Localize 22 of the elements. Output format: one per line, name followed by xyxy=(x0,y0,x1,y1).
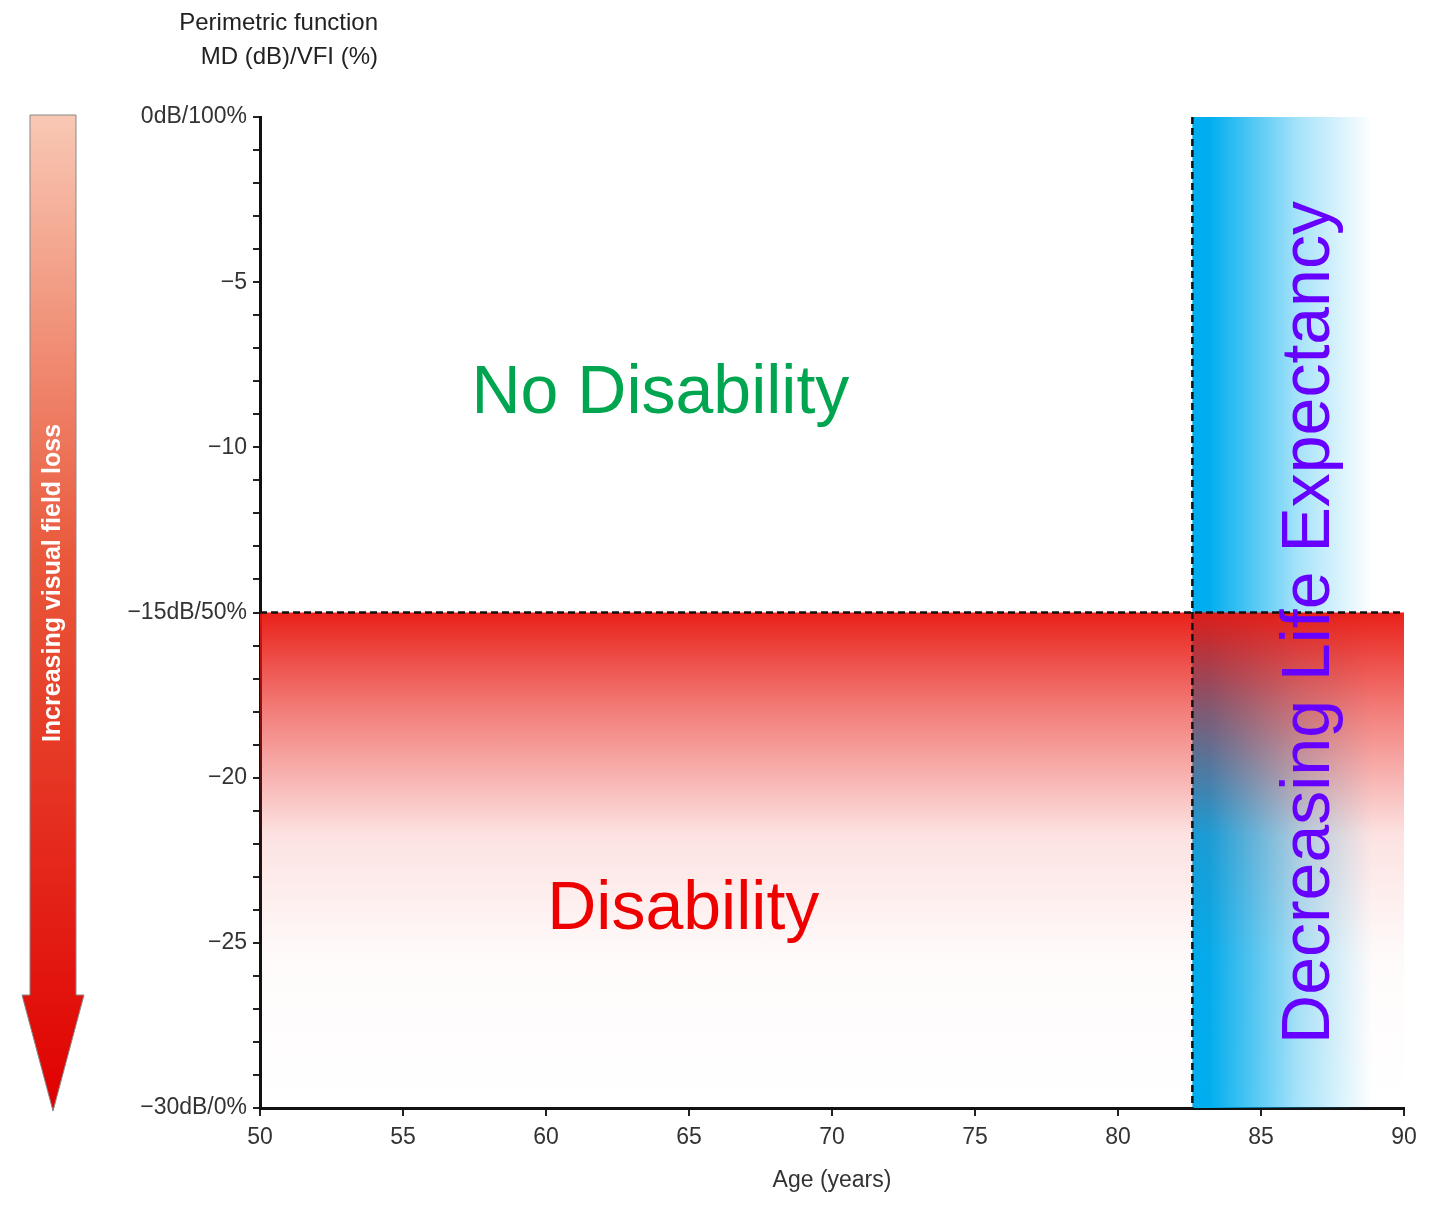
y-tick-label: −20 xyxy=(207,763,247,790)
x-tick-label: 80 xyxy=(1105,1123,1131,1150)
x-tick-label: 85 xyxy=(1248,1123,1274,1150)
annotation: No Disability xyxy=(471,351,850,428)
x-tick-label: 55 xyxy=(390,1123,416,1150)
x-axis-title: Age (years) xyxy=(772,1165,892,1192)
y-tick-label: −30dB/0% xyxy=(140,1093,247,1120)
x-tick-label: 50 xyxy=(247,1123,273,1150)
x-tick-label: 70 xyxy=(819,1123,845,1150)
y-tick-label: −25 xyxy=(207,928,247,955)
x-tick-label: 90 xyxy=(1391,1123,1417,1150)
band-label: Disability xyxy=(547,867,820,943)
y-tick-label: −5 xyxy=(220,267,247,294)
x-tick-label: 65 xyxy=(676,1123,702,1150)
x-tick-label: 60 xyxy=(533,1123,559,1150)
y-tick-label: −15dB/50% xyxy=(127,597,247,624)
text: Increasing visual field loss xyxy=(36,423,66,743)
y-axis-title: Perimetric function MD (dB)/VFI (%) xyxy=(179,8,378,69)
x-tick-label: 75 xyxy=(962,1123,988,1150)
y-tick-label: −10 xyxy=(207,432,247,459)
band-label: Decreasing Life Expectancy xyxy=(1266,201,1343,1044)
y-tick-label: 0dB/100% xyxy=(140,102,247,129)
